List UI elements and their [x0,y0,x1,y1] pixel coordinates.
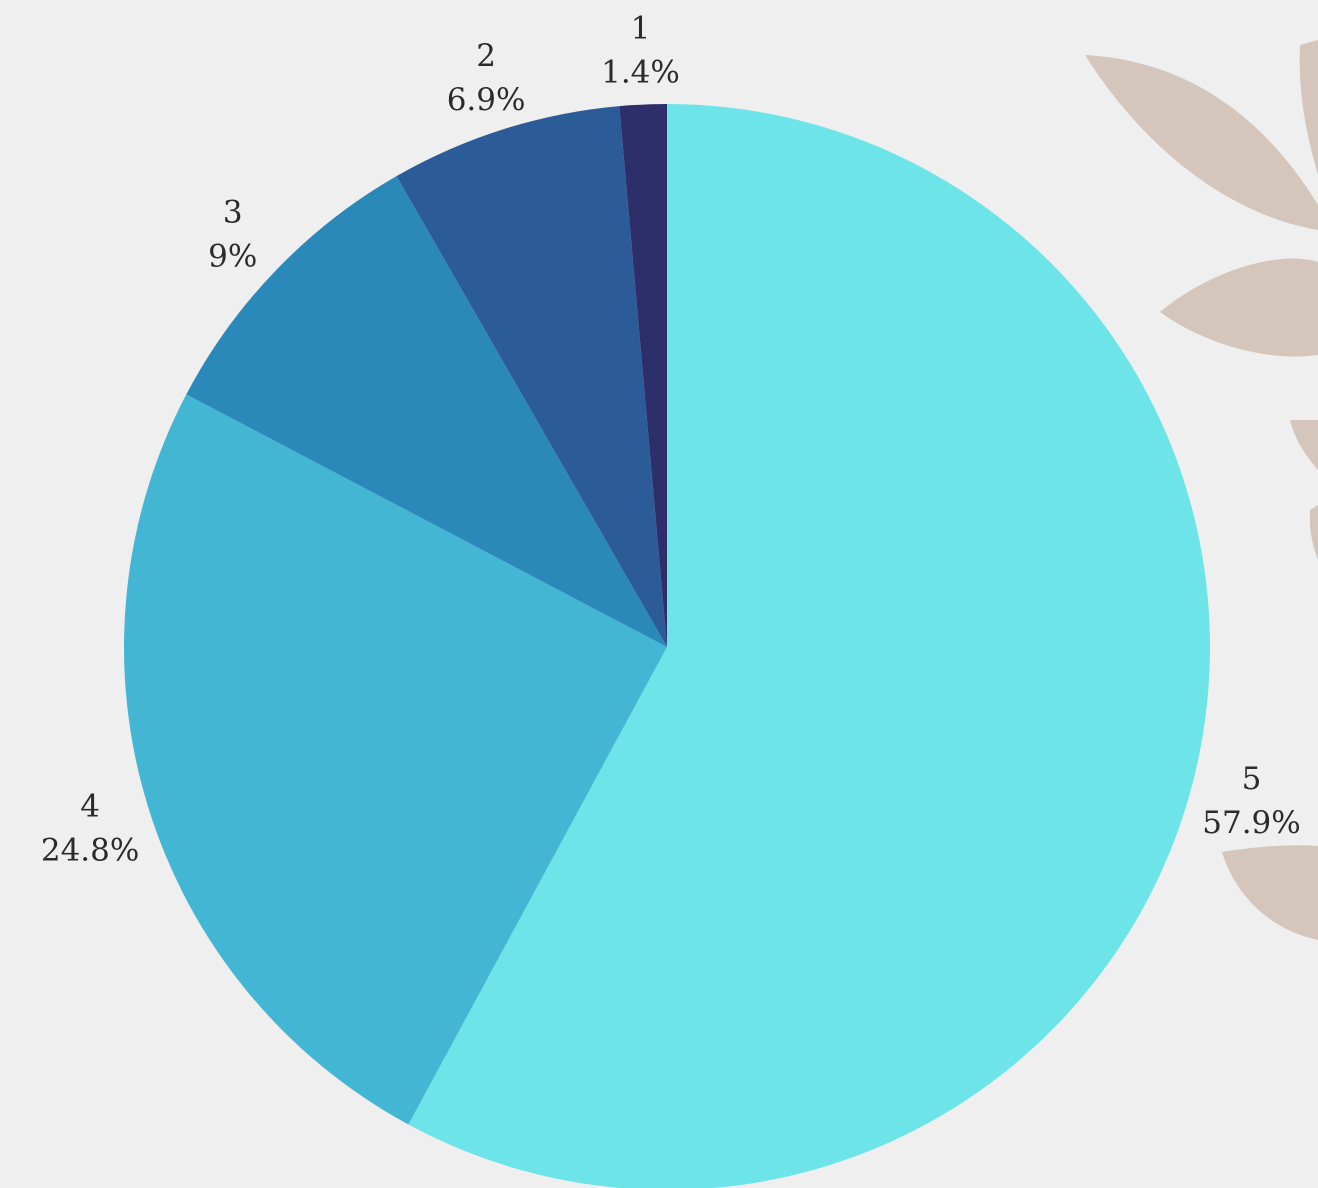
slice-label-1: 1 [631,11,651,47]
leaf-2 [1299,40,1318,175]
leaf-1 [1085,55,1318,230]
leaf-4 [1290,420,1318,470]
slice-value-label-2: 6.9% [447,82,526,118]
slice-label-4: 4 [80,789,100,825]
pie-slice-3 [186,176,667,647]
pie-slice-2 [396,106,667,648]
pie-slice-1 [619,104,667,647]
slice-value-label-3: 9% [208,239,257,275]
pie-slice-4 [123,394,667,1125]
leaf-3 [1160,258,1318,357]
pie-slices [123,104,1210,1188]
leaf-5 [1309,505,1318,560]
pie-slice-5 [408,104,1210,1188]
slice-label-5: 5 [1242,761,1262,797]
slice-value-label-1: 1.4% [601,55,680,91]
slice-label-2: 2 [476,38,496,74]
slice-label-3: 3 [223,195,243,231]
slice-value-label-4: 24.8% [41,833,139,869]
leaf-6 [1222,845,1318,940]
pie-labels: 5 57.9% 4 24.8% 3 9% 2 6.9% 1 1.4% [41,11,1301,869]
slice-value-label-5: 57.9% [1202,805,1300,841]
leaf-decoration [1085,40,1318,940]
